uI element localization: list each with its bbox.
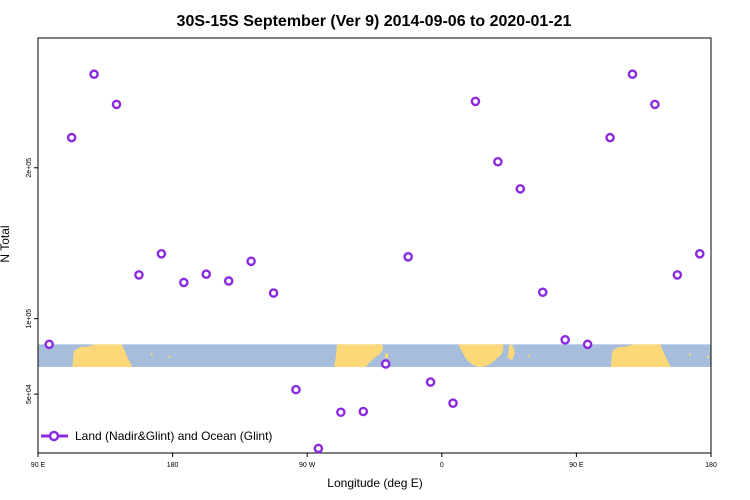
atlantic-island-land [384,353,388,358]
data-point [650,99,660,110]
data-point [672,270,683,280]
y-tick-label: 5e+04 [26,384,33,404]
data-point [470,96,481,107]
legend: Land (Nadir&Glint) and Ocean (Glint) [41,429,272,443]
indian-ocean-island-land [527,354,530,357]
x-axis-label: Longitude (deg E) [327,476,422,490]
data-point [605,132,615,143]
data-point [268,288,279,298]
data-point [179,277,189,288]
x-tick-label: 90 E [31,462,46,469]
data-point [246,256,256,267]
data-points [44,69,705,454]
x-tick-label: 180 [167,462,179,469]
y-tick-label: 1e+05 [26,309,33,329]
data-point [66,132,77,143]
plot-frame [37,37,712,454]
data-point [291,384,301,395]
legend-marker [48,430,60,442]
australia-land-2 [610,344,671,367]
data-point [448,398,458,409]
south-america-land [334,344,383,367]
australia-land-1 [72,344,133,367]
data-point [134,270,144,280]
data-point [403,252,413,262]
data-point [694,248,705,259]
data-point [560,335,570,345]
chart-title: 30S-15S September (Ver 9) 2014-09-06 to … [177,13,572,30]
legend-entry: Land (Nadir&Glint) and Ocean (Glint) [75,429,272,443]
data-point [627,69,638,80]
data-point [493,156,503,167]
fiji-land-1 [168,355,171,358]
data-point [425,377,436,387]
data-point [89,69,99,80]
x-tick-label: 90 W [299,462,316,469]
data-point [380,359,391,369]
y-tick-label: 2e+05 [26,158,33,178]
data-point [582,339,593,350]
x-tick-label: 90 E [569,462,584,469]
africa-land [458,344,504,367]
fiji-land-2 [706,355,710,358]
data-point [201,269,212,279]
y-axis-ticks: 5e+04 1e+05 2e+05 [26,158,38,404]
x-axis-ticks: 90 E 180 90 W 0 90 E 180 [31,453,717,469]
data-point [336,407,346,418]
madagascar-land [507,344,516,361]
data-point [358,406,369,417]
island-land-1 [150,353,153,356]
data-point [223,276,234,286]
island-land-2 [688,353,692,356]
data-point [313,443,324,454]
y-axis-label: N Total [0,225,12,262]
data-point [515,184,526,194]
data-point [156,248,167,259]
x-tick-label: 0 [440,462,444,469]
data-point [44,339,55,350]
data-point [537,287,548,298]
data-point [111,99,122,110]
x-tick-label: 180 [705,462,717,469]
world-map-band [38,344,711,367]
